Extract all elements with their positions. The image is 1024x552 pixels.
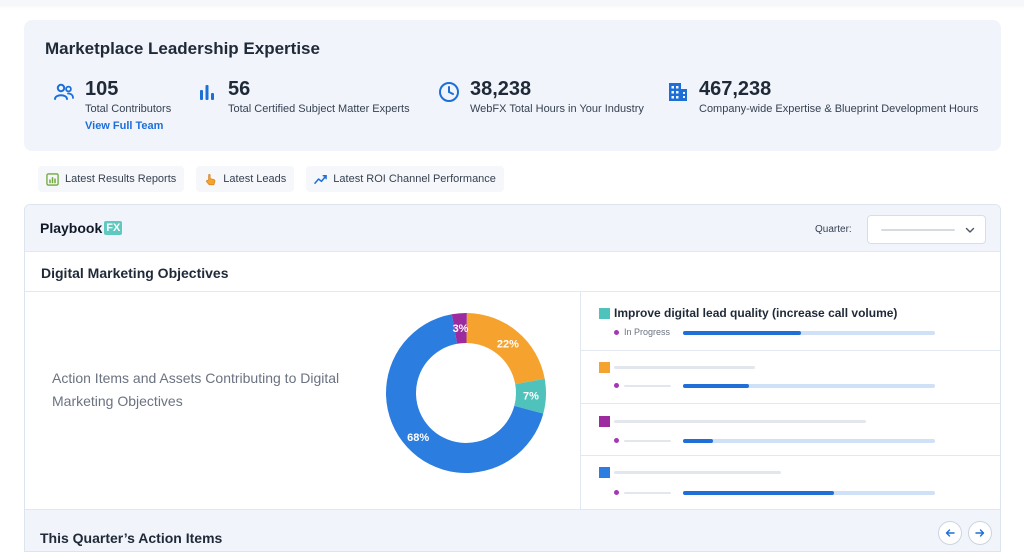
action-items-header: This Quarter’s Action Items [25, 509, 1000, 551]
stat-label: Total Certified Subject Matter Experts [228, 103, 410, 115]
arrow-left-icon [945, 529, 955, 537]
playbook-header: Playbook FX Quarter: [25, 205, 1000, 252]
objective-progress-bar [683, 491, 935, 495]
playbook-logo: Playbook FX [40, 220, 123, 236]
quarter-label: Quarter: [815, 224, 852, 235]
expertise-title: Marketplace Leadership Expertise [45, 39, 320, 58]
status-placeholder [624, 492, 671, 494]
tab-latest-roi-channel-performance[interactable]: Latest ROI Channel Performance [306, 166, 504, 192]
tab-latest-leads[interactable]: Latest Leads [196, 166, 295, 192]
stat-value: 467,238 [699, 78, 772, 100]
status-dot [614, 438, 619, 443]
objective-progress-bar [683, 439, 935, 443]
donut-slice[interactable] [451, 313, 467, 344]
objective-color-swatch [599, 467, 610, 478]
donut-slice-label: 22% [497, 338, 519, 350]
view-full-team-link[interactable]: View Full Team [85, 120, 164, 132]
action-items-title: This Quarter’s Action Items [40, 530, 223, 546]
objective-progress-bar [683, 384, 935, 388]
objectives-list: Improve digital lead quality (increase c… [580, 292, 1000, 509]
donut-slice-label: 68% [407, 432, 429, 444]
prev-button[interactable] [938, 521, 962, 545]
trend-line-icon [314, 174, 328, 184]
tab-latest-results-reports[interactable]: Latest Results Reports [38, 166, 185, 192]
progress-fill [683, 491, 835, 495]
objectives-description: Action Items and Assets Contributing to … [52, 370, 340, 409]
logo-badge: FX [104, 221, 123, 235]
objective-color-swatch [599, 362, 610, 373]
stat-label: Total Contributors [85, 103, 172, 115]
building-icon [669, 83, 687, 101]
stat-value: 56 [228, 78, 251, 100]
expertise-panel: Marketplace Leadership Expertise 105 Tot… [24, 20, 1001, 151]
status-placeholder [624, 385, 671, 387]
hand-pointer-icon [206, 173, 216, 185]
status-dot [614, 330, 619, 335]
objectives-donut-chart: 22% 7% 68% 3% [386, 313, 546, 473]
tab-label: Latest Leads [223, 173, 287, 185]
clock-icon [439, 82, 459, 102]
stat-label: WebFX Total Hours in Your Industry [470, 103, 644, 115]
quarter-select[interactable] [867, 215, 986, 244]
arrow-right-icon [975, 529, 985, 537]
donut-slice-label: 3% [453, 323, 469, 335]
objective-row[interactable]: Improve digital lead quality (increase c… [581, 292, 1000, 351]
status-placeholder [624, 440, 671, 442]
stat-value: 105 [85, 78, 119, 100]
progress-fill [683, 439, 714, 443]
objective-title-placeholder [614, 420, 866, 423]
bar-chart-icon [200, 85, 214, 100]
donut-slice[interactable] [386, 314, 544, 473]
objective-progress-bar [683, 331, 935, 335]
users-icon [54, 83, 74, 100]
stat-label: Company-wide Expertise & Blueprint Devel… [699, 103, 979, 115]
donut-slice[interactable] [466, 313, 545, 385]
objective-title-placeholder [614, 471, 781, 474]
objectives-header: Digital Marketing Objectives [25, 252, 1000, 292]
status-dot [614, 383, 619, 388]
objectives-title: Digital Marketing Objectives [41, 265, 229, 281]
quarter-placeholder [881, 229, 955, 231]
report-tabs: Latest Results Reports Latest Leads Late… [38, 166, 504, 192]
chevron-down-icon [965, 227, 975, 233]
stat-value: 38,238 [470, 78, 532, 100]
playbook-card: Playbook FX Quarter: Digital Marketing O… [24, 204, 1001, 552]
top-bar [0, 0, 1024, 6]
objective-row[interactable] [581, 404, 1000, 456]
logo-text: Playbook [40, 220, 103, 236]
objective-status: In Progress [624, 327, 671, 337]
objective-color-swatch [599, 308, 610, 319]
donut-slice[interactable] [514, 378, 546, 414]
objective-row[interactable] [581, 456, 1000, 509]
progress-fill [683, 384, 749, 388]
objective-color-swatch [599, 416, 610, 427]
next-button[interactable] [968, 521, 992, 545]
progress-fill [683, 331, 802, 335]
tab-label: Latest ROI Channel Performance [333, 173, 496, 185]
objective-row[interactable] [581, 351, 1000, 404]
donut-slice-label: 7% [523, 391, 539, 403]
objective-title-placeholder [614, 366, 755, 369]
status-dot [614, 490, 619, 495]
objective-title: Improve digital lead quality (increase c… [614, 306, 898, 320]
tab-label: Latest Results Reports [65, 173, 177, 185]
report-icon [46, 172, 59, 186]
